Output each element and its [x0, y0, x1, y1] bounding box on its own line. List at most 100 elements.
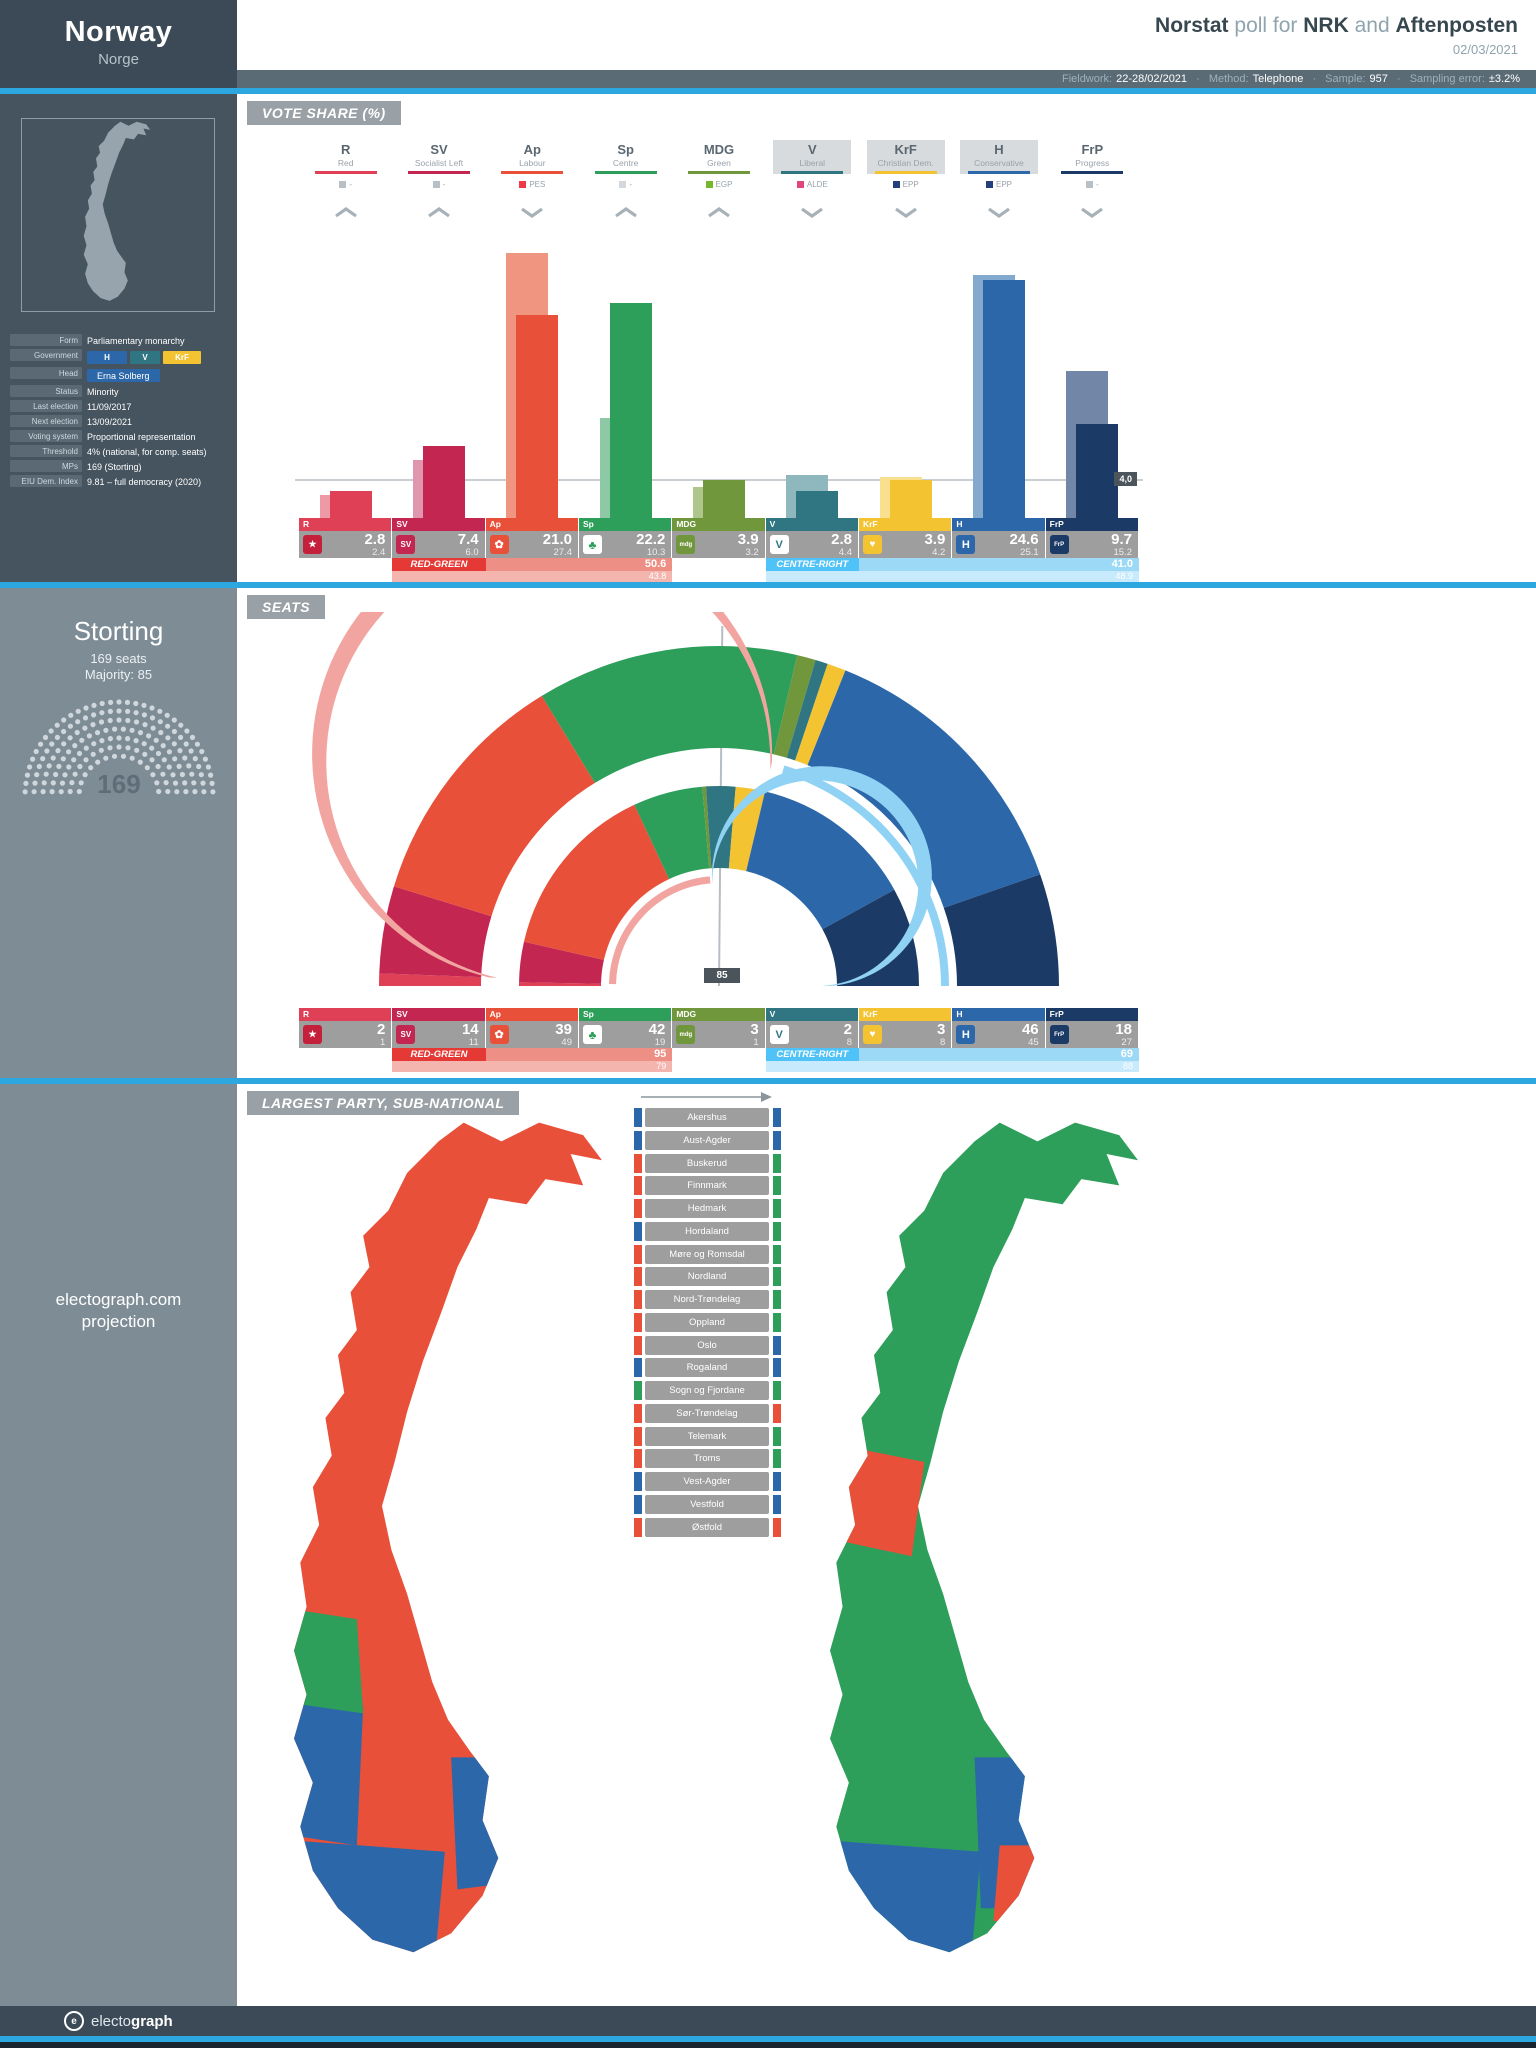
seat-dot: [75, 708, 81, 714]
county-previous-party-chip: [634, 1403, 642, 1423]
vote-share-title: VOTE SHARE (%): [247, 101, 401, 125]
seat-dot: [41, 780, 47, 786]
seats-cell-SV: SV SV 14 11: [392, 1008, 486, 1048]
party-header: KrF Christian Dem.: [866, 140, 945, 174]
seat-dot: [40, 789, 46, 795]
seat-dot: [59, 780, 65, 786]
bloc-label: CENTRE-RIGHT: [765, 1048, 859, 1061]
cell-party-abbr: H: [952, 1008, 1045, 1021]
seat-dot: [176, 763, 182, 769]
seat-dot: [169, 772, 176, 778]
seat-dot: [107, 736, 113, 742]
county-name: Buskerud: [645, 1153, 769, 1173]
seat-dot: [133, 738, 139, 744]
vote-bloc-value: 41.0: [765, 558, 1139, 571]
party-name: Liberal: [799, 158, 826, 168]
cell-party-abbr: SV: [392, 518, 485, 531]
vote-previous-value: 4.2: [932, 547, 946, 558]
party-affiliation: EPP: [952, 180, 1045, 189]
seat-dot: [133, 719, 139, 725]
affiliation-label: ALDE: [806, 180, 828, 189]
seats-value: 2: [843, 1021, 852, 1038]
seat-dot: [205, 764, 211, 770]
seats-arc-current-H: [807, 670, 1041, 908]
poll-date: 02/03/2021: [1452, 42, 1518, 57]
vote-value: 2.8: [831, 531, 852, 548]
seat-dot: [54, 734, 60, 740]
seat-dot: [209, 780, 215, 786]
country-map-box: [21, 118, 215, 312]
seat-dot: [176, 748, 183, 754]
seat-dot: [60, 717, 66, 723]
seat-dot: [182, 789, 188, 795]
info-value: Minority: [87, 387, 119, 397]
vote-value: 9.7: [1111, 531, 1132, 548]
seat-dot: [111, 726, 117, 732]
seat-dot: [115, 744, 122, 750]
map-region-H: [451, 1757, 508, 1890]
seat-dot: [115, 699, 122, 705]
vote-previous-value: 10.3: [646, 547, 666, 558]
vote-value: 21.0: [542, 531, 572, 548]
county-previous-party-chip: [634, 1176, 642, 1196]
seat-dot: [87, 765, 93, 771]
vote-cell-Ap: Ap ✿ 21.0 27.4: [485, 518, 579, 558]
seat-dot: [207, 772, 213, 778]
party-header: Ap Labour: [493, 140, 571, 174]
vote-previous-value: 27.4: [553, 547, 572, 558]
party-name: Green: [707, 158, 731, 168]
county-poll-party-chip: [773, 1290, 781, 1309]
seats-previous-value: 8: [846, 1037, 852, 1048]
info-label: Threshold: [10, 445, 82, 457]
seat-dot: [74, 729, 80, 736]
seat-dot: [202, 756, 208, 762]
seat-dot: [90, 751, 96, 757]
county-name: Sør-Trøndelag: [645, 1403, 769, 1423]
seat-dot: [144, 765, 150, 771]
affiliation-swatch-icon: [705, 181, 713, 189]
party-name: Centre: [612, 158, 639, 168]
county-row-9: Nord-Trøndelag: [634, 1290, 781, 1309]
seats-value: 39: [555, 1021, 572, 1038]
subnational-section: LARGEST PARTY, SUB-NATIONAL Akershus Aust…: [237, 1084, 1536, 2006]
party-column-R: R Red -: [299, 140, 392, 189]
seat-dot: [61, 772, 68, 778]
hemicycle-dots-icon: 169: [22, 699, 215, 799]
seat-dot: [98, 747, 104, 753]
county-poll-party-chip: [773, 1426, 781, 1446]
seat-dot: [22, 789, 28, 795]
seat-dot: [54, 748, 61, 754]
cell-party-abbr: KrF: [858, 518, 952, 531]
seat-dot: [60, 756, 66, 762]
county-previous-party-chip: [634, 1312, 642, 1332]
client-2: Aftenposten: [1395, 14, 1519, 37]
seats-value: 14: [461, 1021, 479, 1038]
seats-cell-Sp: Sp ♣ 42 19: [578, 1008, 673, 1048]
info-label: MPs: [10, 460, 82, 472]
seat-dot: [115, 708, 122, 714]
party-logo-icon: mdg: [676, 535, 696, 554]
seats-arc-current-KrF: [795, 663, 846, 766]
party-affiliation: PES: [486, 180, 579, 189]
county-name: Vest-Agder: [645, 1472, 769, 1491]
affiliation-swatch-icon: [985, 181, 993, 189]
seat-dot: [107, 708, 113, 714]
seats-cell-H: H H 46 45: [952, 1008, 1046, 1048]
map-region-Ap: [993, 1845, 1063, 1928]
vote-bloc-centre-right: 41.0 48.9 CENTRE-RIGHT: [765, 558, 1139, 582]
head-of-government-chip: Erna Solberg: [87, 369, 160, 382]
seat-dot: [60, 741, 66, 747]
trend-chevron: [708, 207, 730, 218]
affiliation-label: -: [442, 180, 446, 189]
party-column-H: H Conservative EPP: [952, 140, 1045, 189]
seat-dot: [156, 708, 162, 714]
cell-party-abbr: SV: [392, 1008, 485, 1021]
vote-bar-current-V: [796, 490, 839, 518]
vote-bar-current-R: [329, 490, 372, 518]
party-logo-icon: ♣: [582, 535, 602, 554]
seat-dot: [48, 728, 54, 734]
separator-line: [0, 582, 1536, 588]
affiliation-label: EPP: [995, 180, 1012, 189]
map-region-Ap: [830, 1443, 925, 1557]
county-row-17: Vest-Agder: [634, 1472, 781, 1491]
